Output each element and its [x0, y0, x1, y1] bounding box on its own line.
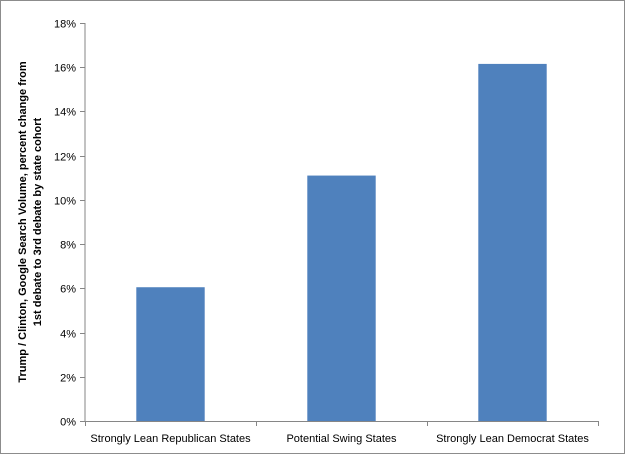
y-tick-label: 8%	[60, 240, 76, 252]
y-tick-label: 12%	[54, 152, 76, 164]
y-tick-label: 16%	[54, 63, 76, 75]
y-tick-label: 2%	[60, 373, 76, 385]
y-tick-label: 6%	[60, 284, 76, 296]
bars	[136, 63, 547, 422]
y-tick-label: 14%	[54, 107, 76, 119]
bar	[307, 175, 376, 421]
y-tick-label: 0%	[60, 417, 76, 429]
y-tick-label: 4%	[60, 329, 76, 341]
bar	[136, 287, 205, 421]
y-axis-title-line: Trump / Clinton, Google Search Volume, p…	[17, 61, 29, 383]
y-tick-label: 18%	[54, 19, 76, 31]
y-axis-title: Trump / Clinton, Google Search Volume, p…	[17, 61, 44, 383]
bar	[478, 63, 547, 422]
x-tick-label: Strongly Lean Democrat States	[436, 433, 589, 445]
y-tick-label: 10%	[54, 196, 76, 208]
y-axis: 0% 2% 4% 6% 8% 10% 12% 14% 16% 18%	[54, 19, 86, 429]
y-axis-title-line: 1st debate to 3rd debate by state cohort	[32, 117, 44, 326]
x-tick-label: Potential Swing States	[286, 433, 397, 445]
x-axis: Strongly Lean Republican States Potential…	[85, 421, 599, 445]
x-tick-label: Strongly Lean Republican States	[90, 433, 251, 445]
